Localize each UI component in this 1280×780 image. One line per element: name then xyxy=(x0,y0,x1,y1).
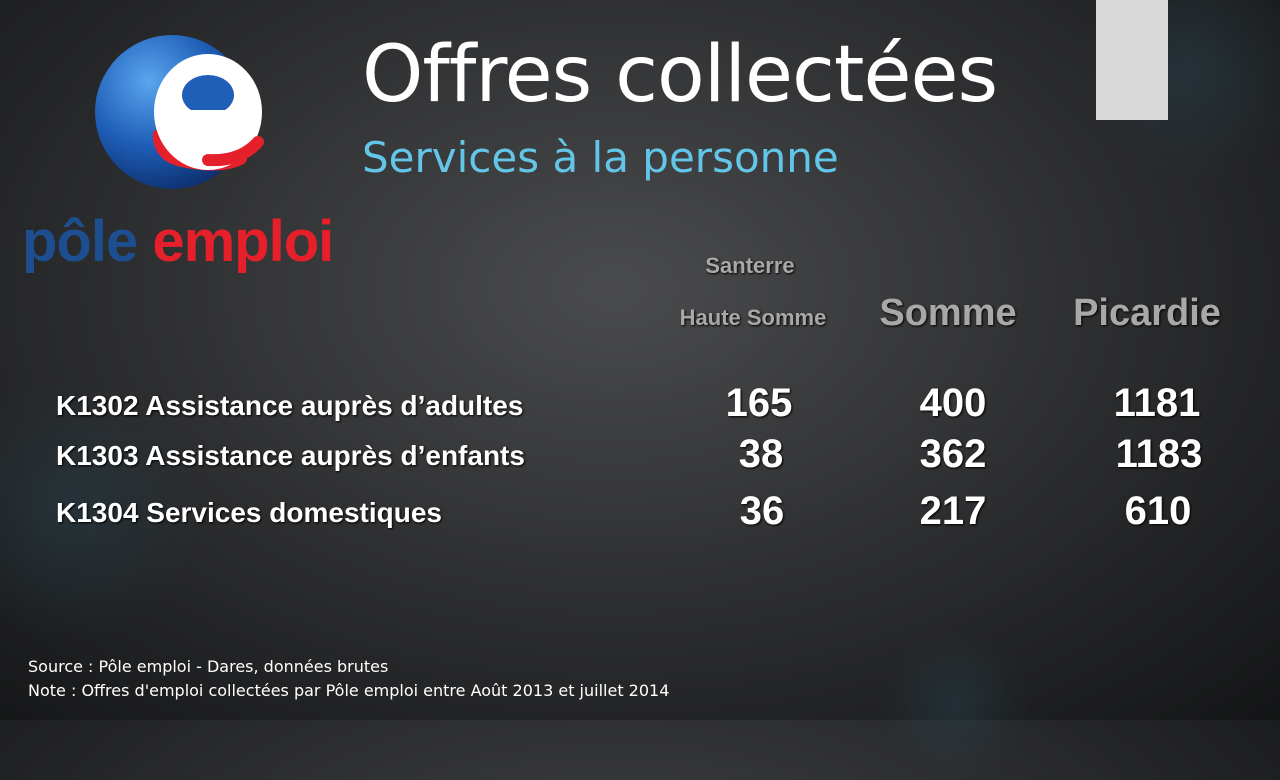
page-subtitle: Services à la personne xyxy=(362,133,839,182)
column-header-santerre: Santerre xyxy=(705,253,795,278)
value-k1304-somme: 217 xyxy=(919,489,987,533)
value-k1302-somme: 400 xyxy=(919,381,987,425)
page-title: Offres collectées xyxy=(362,30,998,120)
value-k1302-santerre: 165 xyxy=(725,381,793,425)
accent-bar xyxy=(1096,0,1168,120)
column-header-somme: Somme xyxy=(879,292,1017,334)
pole-emploi-e-icon xyxy=(95,35,264,189)
row-label-k1302: K1302 Assistance auprès d’adultes xyxy=(56,390,524,421)
pole-emploi-wordmark: pôle emploi xyxy=(22,209,334,274)
footnote: Note : Offres d'emploi collectées par Pô… xyxy=(28,681,670,700)
value-k1302-picardie: 1181 xyxy=(1113,381,1201,425)
row-label-k1304: K1304 Services domestiques xyxy=(56,497,442,528)
value-k1303-santerre: 38 xyxy=(738,432,784,476)
value-k1304-picardie: 610 xyxy=(1124,489,1192,533)
value-k1304-santerre: 36 xyxy=(739,489,785,533)
value-k1303-picardie: 1183 xyxy=(1115,432,1203,476)
column-header-haute-somme: Haute Somme xyxy=(679,305,827,330)
column-header-picardie: Picardie xyxy=(1073,292,1221,334)
row-label-k1303: K1303 Assistance auprès d’enfants xyxy=(56,440,525,471)
pole-emploi-logo: pôle emploi xyxy=(18,30,334,280)
value-k1303-somme: 362 xyxy=(919,432,987,476)
source-note: Source : Pôle emploi - Dares, données br… xyxy=(28,657,389,676)
